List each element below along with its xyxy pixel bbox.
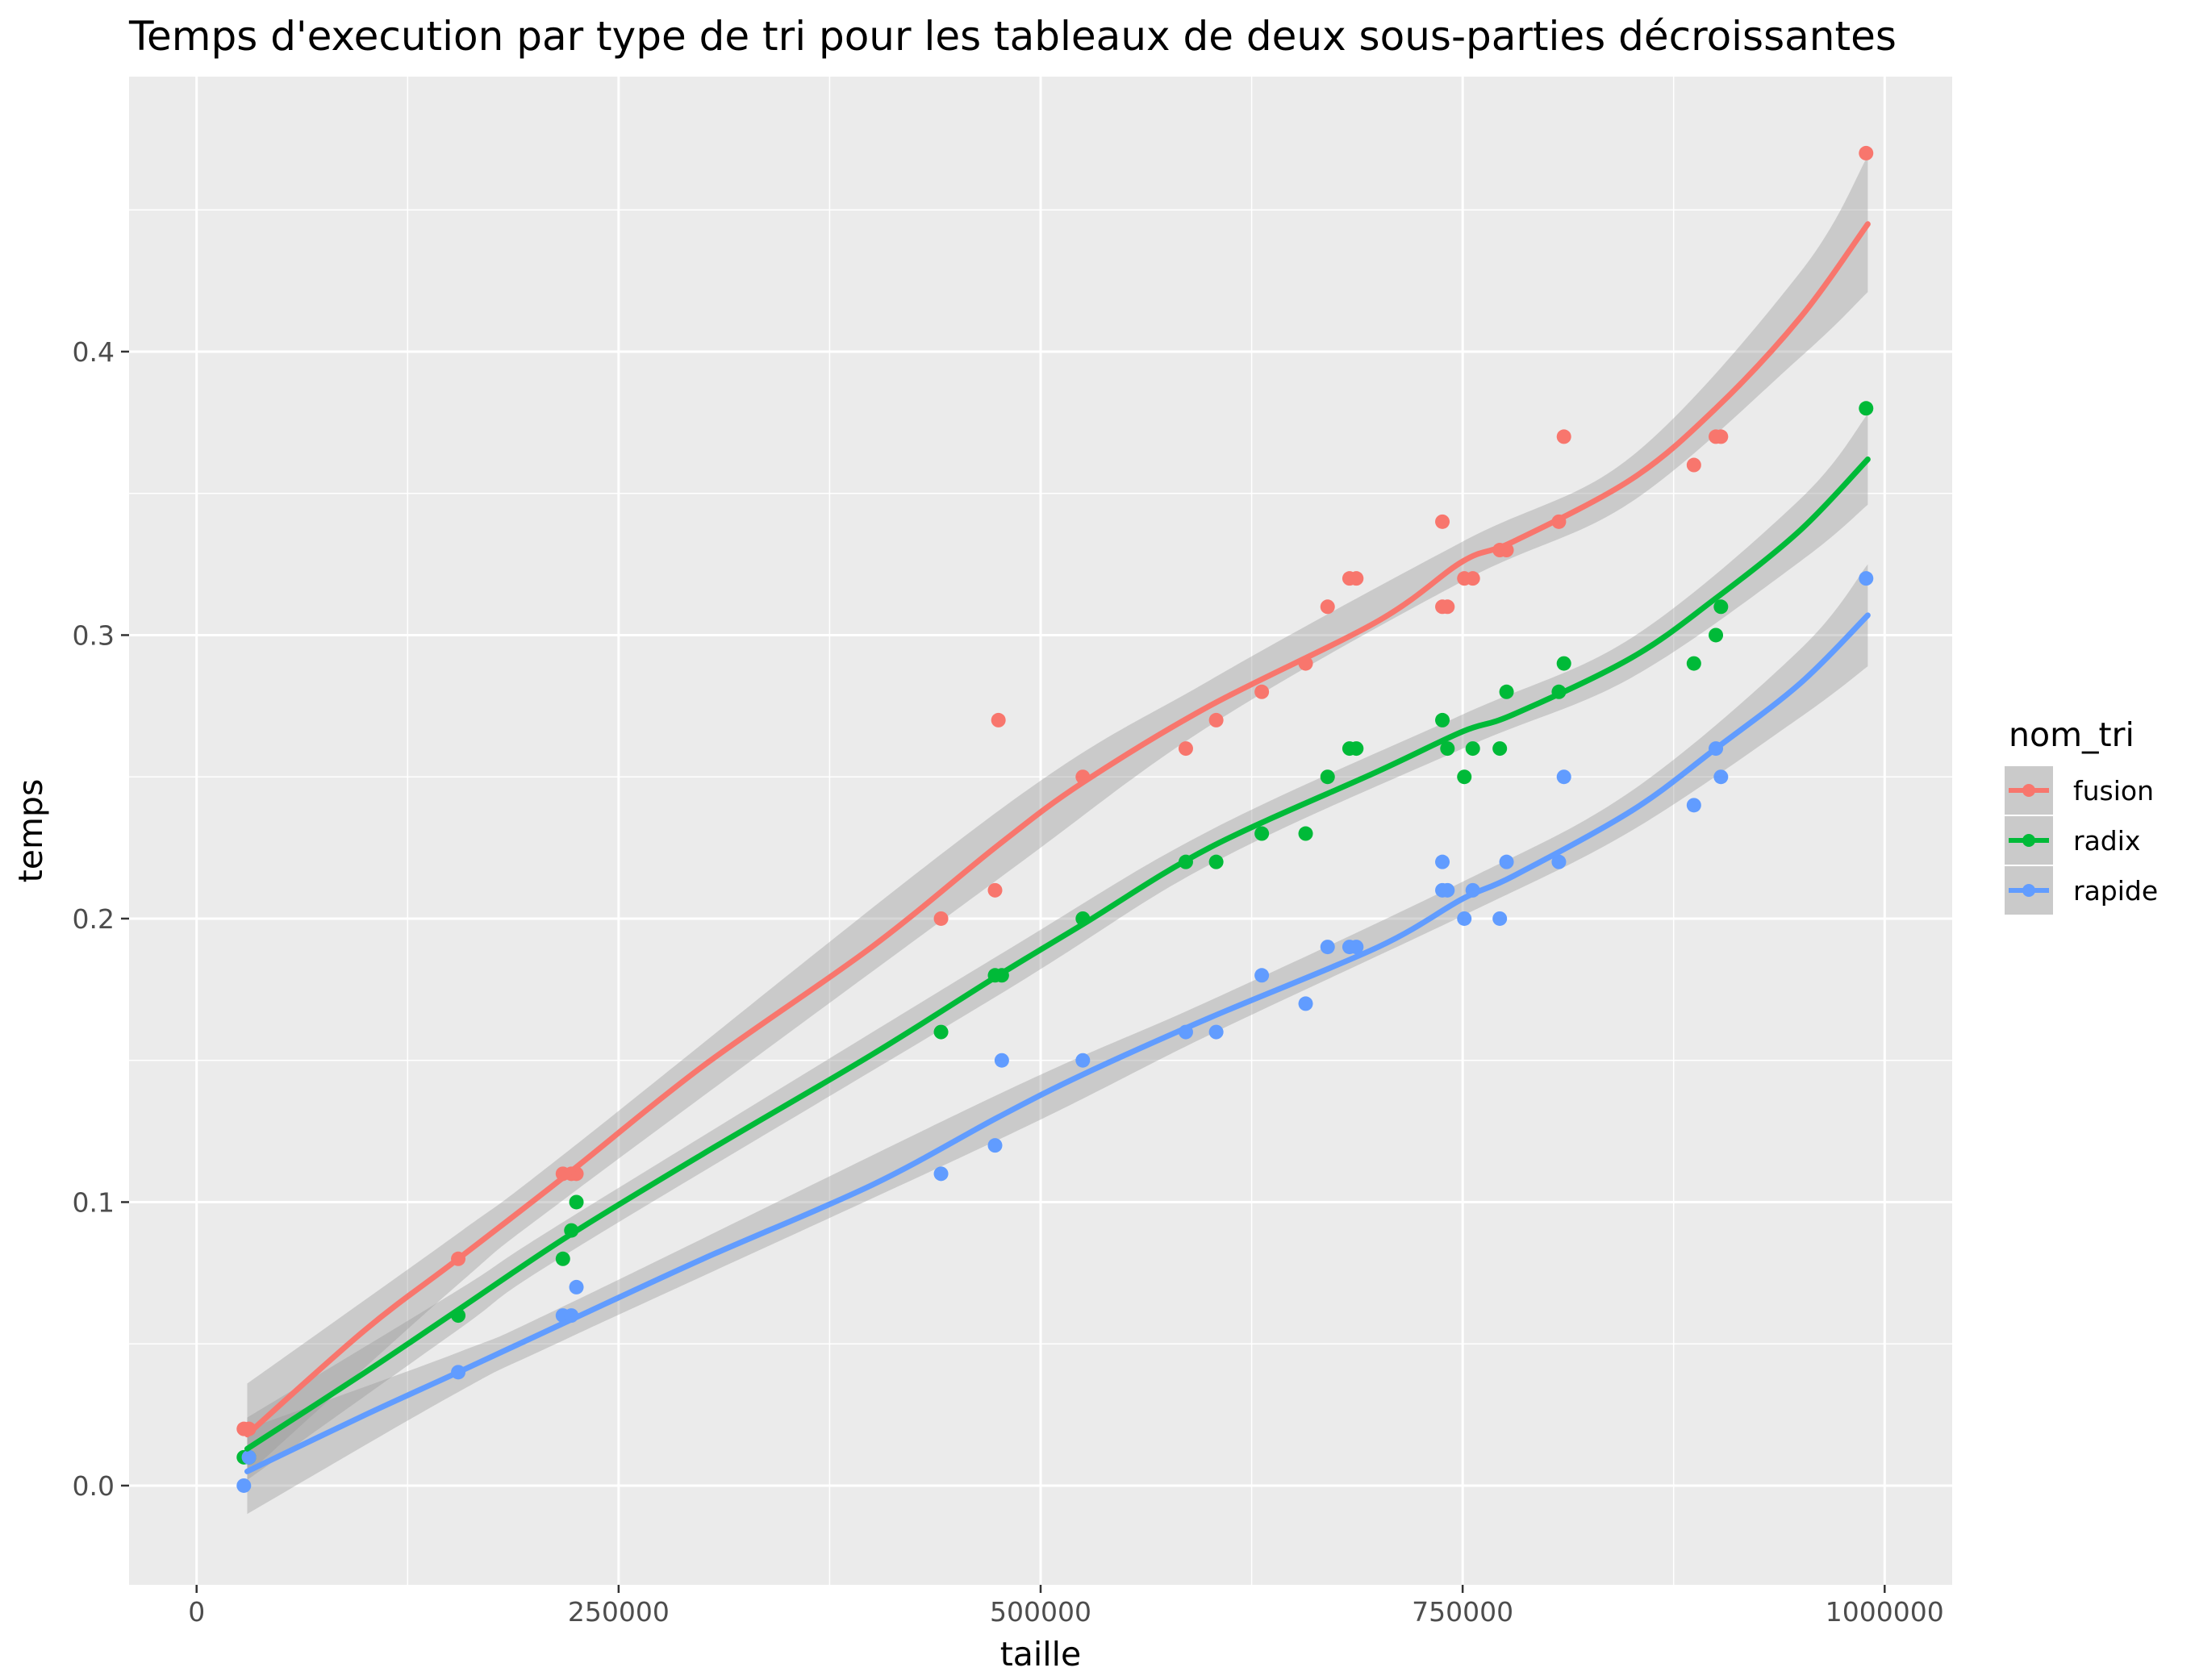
point-radix [1713, 599, 1729, 615]
smooth-line-radix [244, 456, 1871, 1452]
x-tick-label: 750000 [1412, 1596, 1513, 1628]
point-radix [933, 1024, 949, 1040]
y-axis: 0.0 0.1 0.2 0.3 0.4 [73, 336, 129, 1502]
point-radix [1349, 741, 1364, 757]
point-fusion [991, 712, 1006, 727]
point-rapide [1713, 769, 1729, 785]
point-fusion [1254, 684, 1270, 699]
point-rapide [994, 1053, 1009, 1068]
point-rapide [1556, 769, 1571, 785]
x-axis: 0 250000 500000 750000 1000000 [188, 1585, 1944, 1628]
confidence-band-rapide [247, 564, 1868, 1515]
legend-label-rapide: rapide [2073, 875, 2158, 907]
point-radix [1254, 826, 1270, 841]
point-radix [1686, 656, 1701, 671]
point-rapide [1075, 1053, 1091, 1068]
point-fusion [1713, 429, 1729, 444]
legend-label-radix: radix [2073, 825, 2140, 857]
point-radix [1556, 656, 1571, 671]
confidence-band-fusion [247, 156, 1868, 1474]
legend-title: nom_tri [2009, 715, 2134, 754]
smooth-lines [244, 221, 1871, 1474]
smooth-line-fusion [244, 221, 1871, 1438]
point-rapide [1435, 854, 1450, 869]
point-radix [1298, 826, 1313, 841]
point-rapide [1686, 798, 1701, 813]
chart-title: Temps d'execution par type de tri pour l… [128, 13, 1897, 60]
point-rapide [1499, 854, 1514, 869]
point-radix [1440, 741, 1455, 757]
point-rapide [569, 1279, 584, 1294]
point-radix [555, 1251, 570, 1266]
confidence-band-radix [247, 414, 1868, 1480]
point-fusion [1686, 457, 1701, 473]
point-fusion [1556, 429, 1571, 444]
point-rapide [1349, 940, 1364, 955]
x-tick-label: 1000000 [1826, 1596, 1944, 1628]
point-rapide [1440, 882, 1455, 898]
point-fusion [933, 911, 949, 926]
point-rapide [933, 1166, 949, 1182]
point-radix [1465, 741, 1480, 757]
legend-key-point-fusion [2022, 784, 2035, 797]
point-fusion [1208, 712, 1224, 727]
point-radix [1859, 401, 1874, 416]
y-tick-label: 0.1 [73, 1186, 115, 1218]
point-fusion [1435, 514, 1450, 529]
point-radix [1320, 769, 1335, 785]
y-tick-label: 0.2 [73, 903, 115, 935]
data-points [236, 145, 1874, 1493]
y-tick-label: 0.4 [73, 336, 115, 368]
legend-key-point-radix [2022, 834, 2035, 847]
point-fusion [1320, 599, 1335, 615]
point-radix [1457, 769, 1472, 785]
x-axis-title: taille [1000, 1635, 1082, 1674]
y-axis-title: temps [11, 779, 50, 883]
smooth-line-rapide [244, 612, 1871, 1474]
point-radix [1208, 854, 1224, 869]
point-rapide [987, 1138, 1003, 1153]
point-radix [569, 1194, 584, 1210]
point-rapide [1298, 996, 1313, 1011]
x-tick-label: 500000 [990, 1596, 1091, 1628]
point-fusion [1859, 145, 1874, 160]
point-fusion [1178, 741, 1193, 757]
point-fusion [987, 882, 1003, 898]
y-tick-label: 0.3 [73, 619, 115, 651]
legend: nom_tri fusion radix rapide [2005, 715, 2158, 915]
point-rapide [1208, 1024, 1224, 1040]
point-radix [1499, 684, 1514, 699]
point-rapide [1859, 571, 1874, 586]
point-rapide [1457, 911, 1472, 926]
point-rapide [1254, 968, 1270, 983]
confidence-bands [247, 156, 1868, 1515]
point-rapide [1551, 854, 1567, 869]
grid-major [129, 77, 1952, 1585]
x-tick-label: 250000 [568, 1596, 670, 1628]
x-tick-label: 0 [188, 1596, 205, 1628]
point-rapide [1492, 911, 1508, 926]
point-fusion [1349, 571, 1364, 586]
point-radix [1435, 712, 1450, 727]
point-fusion [1465, 571, 1480, 586]
point-radix [1492, 741, 1508, 757]
point-rapide [236, 1478, 252, 1493]
legend-key-point-rapide [2022, 884, 2035, 897]
legend-label-fusion: fusion [2073, 775, 2154, 807]
y-tick-label: 0.0 [73, 1470, 115, 1502]
point-rapide [241, 1449, 257, 1465]
point-fusion [1440, 599, 1455, 615]
point-radix [1709, 627, 1724, 643]
point-rapide [1320, 940, 1335, 955]
